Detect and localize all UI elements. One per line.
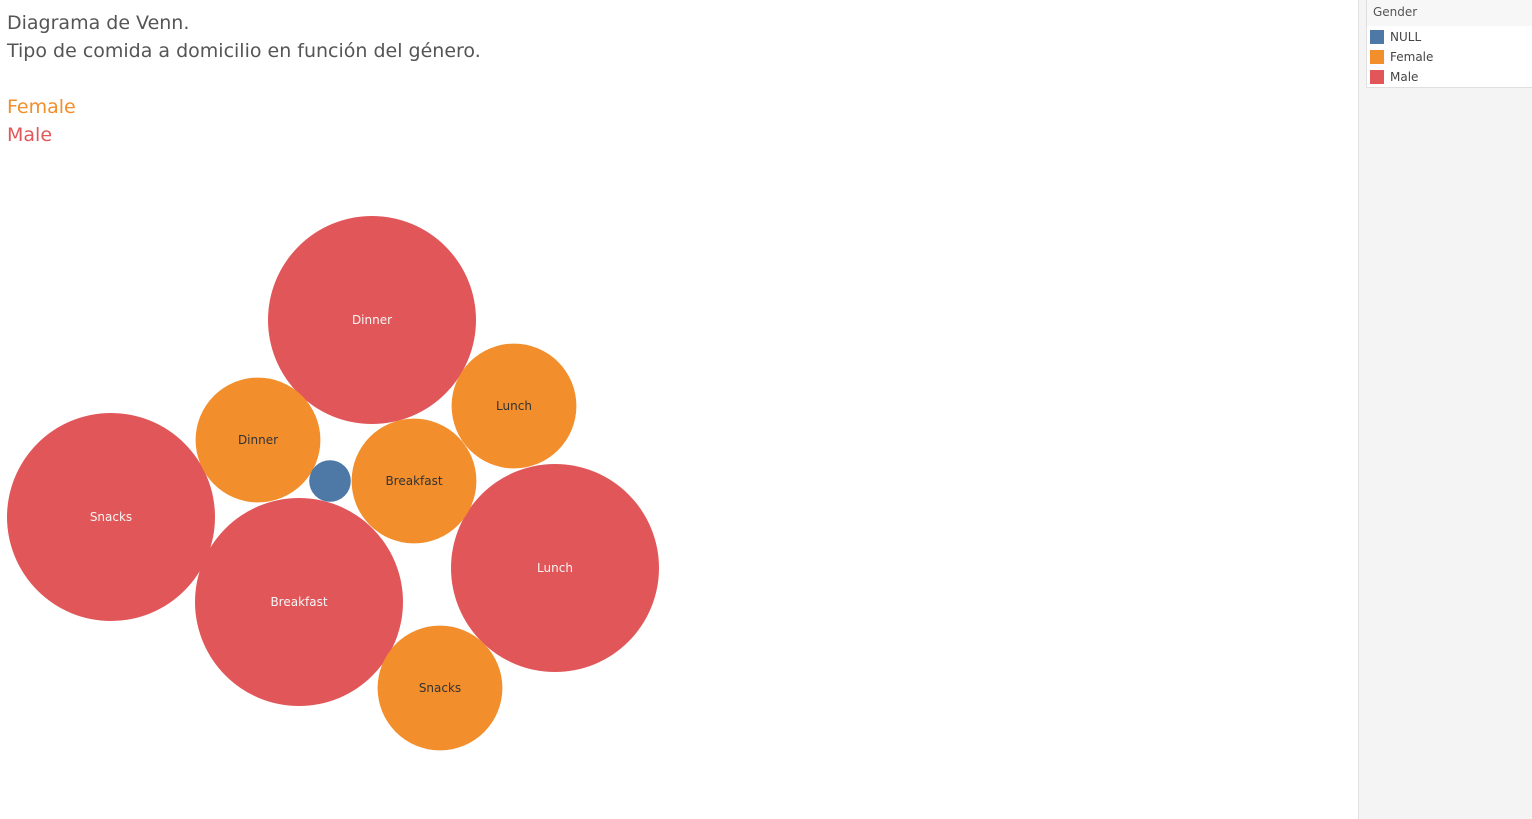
- bubble-label-female-snacks: Snacks: [419, 681, 461, 695]
- legend-swatch-female: [1370, 50, 1384, 64]
- bubble-label-male-breakfast: Breakfast: [270, 595, 327, 609]
- sidebar: Gender NULL Female Male: [1358, 0, 1532, 819]
- bubble-label-male-snacks: Snacks: [90, 510, 132, 524]
- legend-title: Gender: [1373, 5, 1418, 19]
- chart-subtitle: Tipo de comida a domicilio en función de…: [7, 40, 481, 62]
- bubble-male-lunch[interactable]: Lunch: [451, 464, 659, 672]
- legend-item-female[interactable]: Female: [1370, 49, 1433, 65]
- bubble-null-unlabeled[interactable]: [309, 460, 351, 502]
- legend-swatch-male: [1370, 70, 1384, 84]
- title-block: Diagrama de Venn. Tipo de comida a domic…: [7, 9, 481, 149]
- bubble-chart: Dinner Snacks Breakfast Lunch Lunch Dinner Bre…: [7, 216, 659, 751]
- legend-label-null: NULL: [1390, 30, 1422, 44]
- bubble-circle-female-dinner[interactable]: [195, 377, 321, 503]
- bubble-label-female-breakfast: Breakfast: [385, 474, 442, 488]
- bubble-label-female-dinner: Dinner: [238, 433, 278, 447]
- bubble-circle-male-snacks[interactable]: [7, 413, 215, 621]
- bubble-female-breakfast[interactable]: Breakfast: [351, 418, 477, 544]
- bubble-circle-female-snacks[interactable]: [377, 625, 503, 751]
- bubble-circle-male-lunch[interactable]: [451, 464, 659, 672]
- bubble-female-snacks[interactable]: Snacks: [377, 625, 503, 751]
- chart-title: Diagrama de Venn.: [7, 12, 190, 34]
- legend-label-female: Female: [1390, 50, 1434, 64]
- bubble-male-dinner[interactable]: Dinner: [268, 216, 476, 424]
- bubble-female-lunch[interactable]: Lunch: [451, 343, 577, 469]
- bubble-label-male-lunch: Lunch: [537, 561, 573, 575]
- chart-area: Diagrama de Venn. Tipo de comida a domic…: [7, 9, 659, 751]
- bubble-label-female-lunch: Lunch: [496, 399, 532, 413]
- bubble-circle-female-lunch[interactable]: [451, 343, 577, 469]
- male-label: Male: [7, 124, 53, 146]
- legend-item-null[interactable]: NULL: [1370, 29, 1421, 45]
- bubble-label-male-dinner: Dinner: [352, 313, 392, 327]
- bubble-circle-male-breakfast[interactable]: [195, 498, 403, 706]
- gender-legend: Gender NULL Female Male: [1366, 0, 1532, 88]
- female-label: Female: [7, 96, 76, 118]
- legend-item-male[interactable]: Male: [1370, 69, 1418, 85]
- bubble-circle-female-breakfast[interactable]: [351, 418, 477, 544]
- bubble-circle-male-dinner[interactable]: [268, 216, 476, 424]
- bubble-female-dinner[interactable]: Dinner: [195, 377, 321, 503]
- legend-label-male: Male: [1390, 70, 1419, 84]
- bubble-male-breakfast[interactable]: Breakfast: [195, 498, 403, 706]
- bubble-circle-null-unlabeled[interactable]: [309, 460, 351, 502]
- bubble-male-snacks[interactable]: Snacks: [7, 413, 215, 621]
- legend-swatch-null: [1370, 30, 1384, 44]
